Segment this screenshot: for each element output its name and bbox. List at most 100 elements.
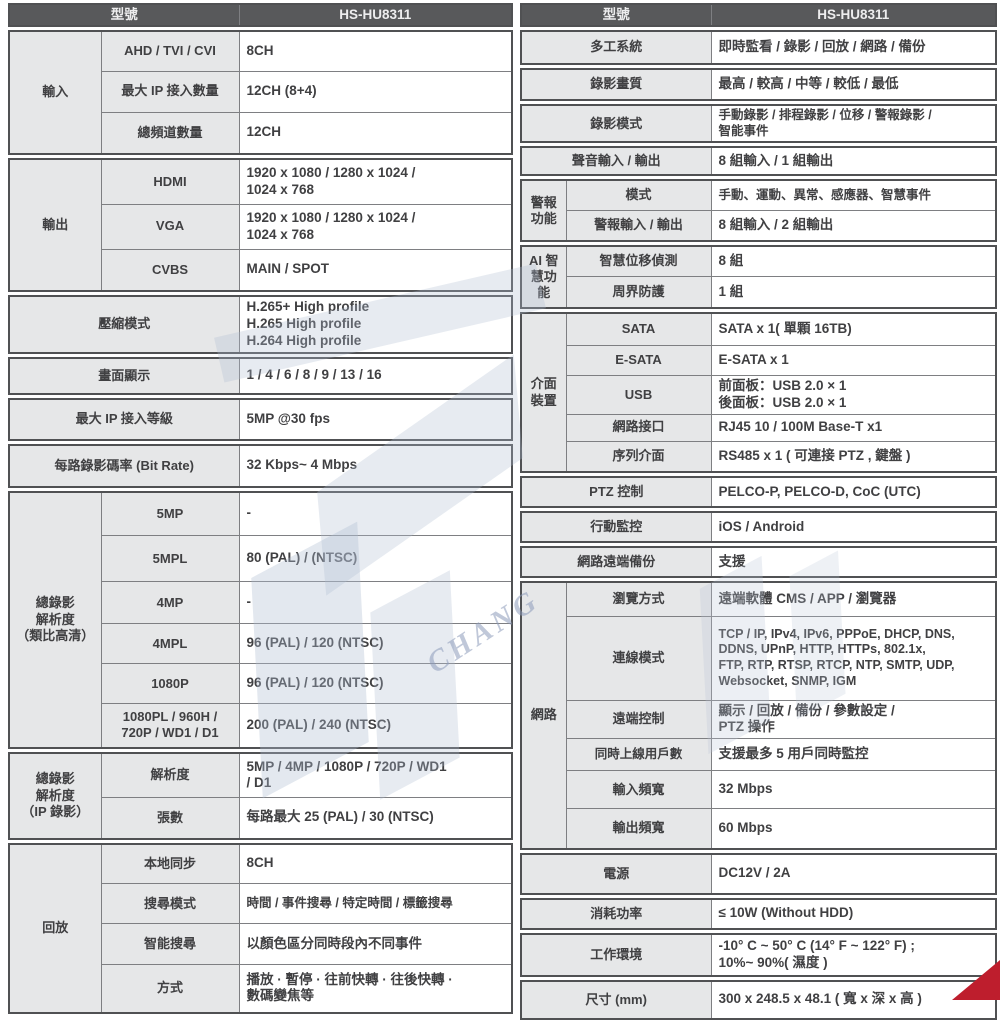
- spec-label: 每路錄影碼率 (Bit Rate): [8, 444, 240, 488]
- spec-value: 以顏色區分同時段內不同事件: [238, 923, 513, 966]
- spec-label: HDMI: [100, 158, 240, 205]
- spec-label: 聲音輸入 / 輸出: [520, 146, 712, 176]
- spec-value: 8 組: [710, 245, 997, 277]
- spec-label: 智慧位移偵測: [565, 245, 712, 277]
- spec-label: 多工系統: [520, 30, 712, 65]
- spec-value: H.265+ High profile H.265 High profile H…: [238, 295, 513, 354]
- spec-value: 200 (PAL) / 240 (NTSC): [238, 703, 513, 749]
- spec-value: iOS / Android: [710, 511, 997, 543]
- net-backup-section: 網路遠端備份 支援: [520, 546, 997, 578]
- spec-label: 遠端控制: [565, 699, 712, 740]
- spec-value: SATA x 1( 單顆 16TB): [710, 312, 997, 346]
- spec-value: 32 Mbps: [710, 770, 997, 810]
- spec-value: 遠端軟體 CMS / APP / 瀏覽器: [710, 581, 997, 617]
- spec-label: 瀏覽方式: [565, 581, 712, 617]
- spec-value: 顯示 / 回放 / 備份 / 參數設定 / PTZ 操作: [710, 699, 997, 740]
- model-header-value: HS-HU8311: [238, 3, 513, 27]
- spec-value: 支援最多 5 用戶同時監控: [710, 738, 997, 772]
- spec-label: 5MP: [100, 491, 240, 537]
- quality-section: 錄影畫質 最高 / 較高 / 中等 / 較低 / 最低: [520, 68, 997, 101]
- mobile-section: 行動監控 iOS / Android: [520, 511, 997, 543]
- spec-label: 張數: [100, 797, 240, 840]
- analog-resolution-section: 總錄影 解析度 （類比高清） 5MP - 5MPL 80 (PAL) / (NT…: [8, 490, 513, 749]
- spec-group-label: 網路: [520, 581, 567, 850]
- spec-label: 網路遠端備份: [520, 546, 712, 578]
- spec-label: 輸入頻寬: [565, 770, 712, 810]
- spec-value: 96 (PAL) / 120 (NTSC): [238, 623, 513, 665]
- spec-label: 連線模式: [565, 615, 712, 701]
- spec-group-label: 總錄影 解析度 （類比高清）: [8, 491, 102, 749]
- spec-value: 手動、運動、異常、感應器、智慧事件: [710, 179, 997, 211]
- bitrate-section: 每路錄影碼率 (Bit Rate) 32 Kbps~ 4 Mbps: [8, 443, 513, 488]
- spec-value: 5MP @30 fps: [238, 398, 513, 441]
- spec-value: 手動錄影 / 排程錄影 / 位移 / 警報錄影 / 智能事件: [710, 104, 997, 143]
- spec-value: 支援: [710, 546, 997, 578]
- spec-label: 消耗功率: [520, 898, 712, 930]
- spec-label: USB: [565, 374, 712, 415]
- left-header-section: 型號 HS-HU8311: [8, 3, 513, 27]
- spec-label: PTZ 控制: [520, 476, 712, 508]
- display-section: 畫面顯示 1 / 4 / 6 / 8 / 9 / 13 / 16: [8, 356, 513, 395]
- spec-value: -: [238, 491, 513, 537]
- spec-label: 4MPL: [100, 623, 240, 665]
- spec-label: 智能搜尋: [100, 923, 240, 966]
- spec-label: E-SATA: [565, 344, 712, 376]
- right-spec-table: 型號 HS-HU8311 多工系統 即時監看 / 錄影 / 回放 / 網路 / …: [520, 3, 997, 1020]
- spec-value: 前面板：USB 2.0 × 1 後面板：USB 2.0 × 1: [710, 374, 997, 415]
- spec-value: 8 組輸入 / 2 組輸出: [710, 209, 997, 242]
- spec-value: 8CH: [238, 843, 513, 885]
- spec-value: 32 Kbps~ 4 Mbps: [238, 444, 513, 488]
- consumption-section: 消耗功率 ≤ 10W (Without HDD): [520, 897, 997, 930]
- audio-section: 聲音輸入 / 輸出 8 組輸入 / 1 組輸出: [520, 146, 997, 177]
- interface-section: 介面 裝置 SATA SATA x 1( 單顆 16TB) E-SATA E-S…: [520, 312, 997, 473]
- spec-label: 電源: [520, 853, 712, 895]
- ai-section: AI 智慧功能 智慧位移偵測 8 組 周界防護 1 組: [520, 245, 997, 310]
- spec-value: 96 (PAL) / 120 (NTSC): [238, 663, 513, 705]
- spec-value: E-SATA x 1: [710, 344, 997, 376]
- spec-label: CVBS: [100, 248, 240, 292]
- spec-label: 錄影模式: [520, 104, 712, 143]
- spec-value: 8 組輸入 / 1 組輸出: [710, 146, 997, 176]
- spec-label: 警報輸入 / 輸出: [565, 209, 712, 242]
- output-section: 輸出 HDMI 1920 x 1080 / 1280 x 1024 / 1024…: [8, 158, 513, 292]
- spec-value: DC12V / 2A: [710, 853, 997, 895]
- spec-group-label: 介面 裝置: [520, 312, 567, 473]
- spec-label: 畫面顯示: [8, 357, 240, 395]
- spec-label: 搜尋模式: [100, 883, 240, 925]
- spec-label: 周界防護: [565, 275, 712, 309]
- spec-label: 5MPL: [100, 535, 240, 583]
- spec-label: 同時上線用戶數: [565, 738, 712, 772]
- alarm-section: 警報 功能 模式 手動、運動、異常、感應器、智慧事件 警報輸入 / 輸出 8 組…: [520, 179, 997, 243]
- spec-label: 4MP: [100, 581, 240, 625]
- spec-group-label: 輸入: [8, 30, 102, 155]
- spec-group-label: 回放: [8, 843, 102, 1014]
- spec-label: 網路接口: [565, 413, 712, 442]
- spec-value: TCP / IP, IPv4, IPv6, PPPoE, DHCP, DNS, …: [710, 615, 997, 701]
- spec-label: 本地同步: [100, 843, 240, 885]
- spec-group-label: 警報 功能: [520, 179, 567, 242]
- spec-value: RS485 x 1 ( 可連接 PTZ , 鍵盤 ): [710, 440, 997, 473]
- model-header-label: 型號: [8, 3, 240, 27]
- spec-value: 8CH: [238, 30, 513, 72]
- spec-label: 1080PL / 960H / 720P / WD1 / D1: [100, 703, 240, 749]
- spec-value: ≤ 10W (Without HDD): [710, 898, 997, 930]
- spec-label: 最大 IP 接入數量: [100, 70, 240, 113]
- network-section: 網路 瀏覽方式 遠端軟體 CMS / APP / 瀏覽器 連線模式 TCP / …: [520, 581, 997, 850]
- spec-label: VGA: [100, 203, 240, 250]
- spec-value: 即時監看 / 錄影 / 回放 / 網路 / 備份: [710, 30, 997, 65]
- spec-group-label: AI 智慧功能: [520, 245, 567, 309]
- spec-value: 1 / 4 / 6 / 8 / 9 / 13 / 16: [238, 357, 513, 395]
- environment-section: 工作環境 -10° C ~ 50° C (14° F ~ 122° F) ; 1…: [520, 932, 997, 977]
- spec-value: 1 組: [710, 275, 997, 309]
- compression-section: 壓縮模式 H.265+ High profile H.265 High prof…: [8, 295, 513, 354]
- spec-value: 12CH (8+4): [238, 70, 513, 113]
- spec-label: 輸出頻寬: [565, 808, 712, 850]
- spec-group-label: 輸出: [8, 158, 102, 292]
- max-ip-section: 最大 IP 接入等級 5MP @30 fps: [8, 397, 513, 441]
- spec-value: 1920 x 1080 / 1280 x 1024 / 1024 x 768: [238, 203, 513, 250]
- spec-value: 5MP / 4MP / 1080P / 720P / WD1 / D1: [238, 752, 513, 799]
- spec-value: -: [238, 581, 513, 625]
- spec-label: 1080P: [100, 663, 240, 705]
- multitask-section: 多工系統 即時監看 / 錄影 / 回放 / 網路 / 備份: [520, 30, 997, 65]
- spec-value: RJ45 10 / 100M Base-T x1: [710, 413, 997, 442]
